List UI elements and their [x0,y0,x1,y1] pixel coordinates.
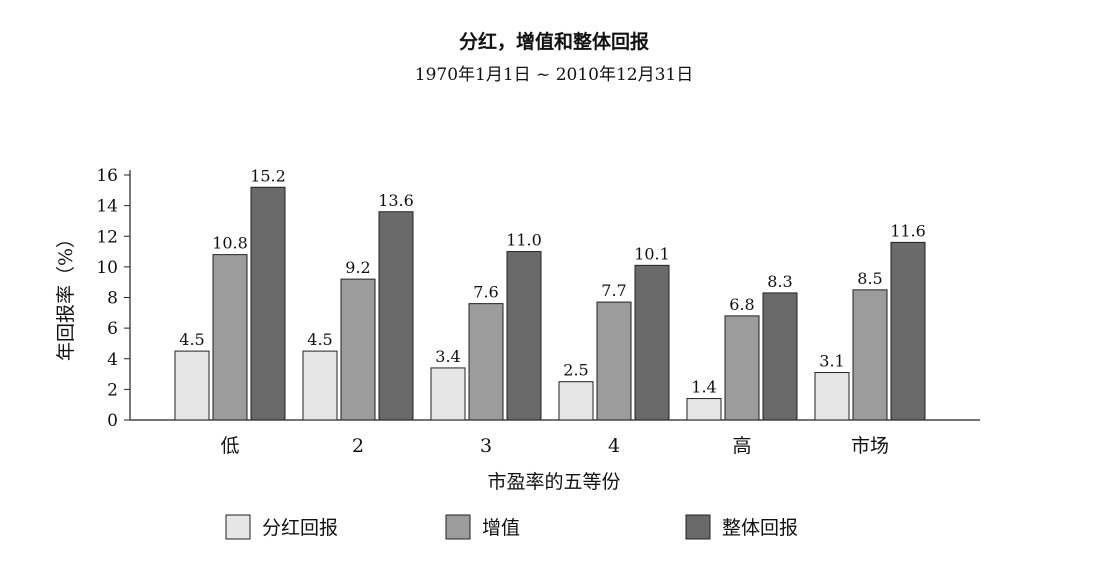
bar-value-label: 13.6 [378,191,414,210]
x-tick-label: 3 [480,435,492,457]
y-tick-label: 6 [107,319,118,339]
x-tick-label: 2 [352,435,364,457]
bar [596,301,632,421]
bar [686,398,722,421]
bar-value-label: 7.6 [473,283,498,302]
bar [430,367,466,421]
bar-value-label: 3.4 [435,347,460,366]
bar-value-label: 3.1 [819,352,844,371]
legend-label: 整体回报 [722,517,798,539]
bar [250,186,286,421]
bar-value-label: 15.2 [250,166,286,185]
bar [340,278,376,421]
bar [468,303,504,421]
legend: 分红回报 增值 整体回报 [225,514,798,540]
legend-label: 分红回报 [262,517,338,539]
bar [302,350,338,421]
bar [506,251,542,421]
bar [890,241,926,421]
x-tick-label: 高 [732,435,751,457]
y-axis-ticks: 0 2 4 6 8 10 12 14 16 [96,166,130,431]
bar-value-label: 7.7 [601,281,626,300]
bar-value-label: 11.0 [506,231,542,250]
y-tick-label: 10 [96,258,118,278]
x-tick-label: 低 [220,435,239,457]
bar-value-label: 8.3 [767,272,792,291]
y-tick-label: 2 [107,380,118,400]
bar-value-label: 10.1 [634,244,670,263]
chart-title: 分红，增值和整体回报 [459,30,649,53]
bar-value-label: 6.8 [729,295,754,314]
y-tick-label: 4 [107,350,118,370]
x-axis-label: 市盈率的五等份 [487,471,620,493]
bar-value-label: 11.6 [890,221,926,240]
bar-value-label: 4.5 [179,330,204,349]
bar [558,381,594,421]
x-axis-ticks: 低 2 3 4 高 市场 [220,435,889,457]
y-tick-label: 0 [107,411,118,431]
bar-value-label: 9.2 [345,258,370,277]
bar [378,211,414,421]
bar-value-label: 2.5 [563,361,588,380]
bar [814,372,850,421]
bars: 4.5 10.8 15.2 4.5 9.2 13.6 3.4 7.6 11.0 2.5 7.7 10.… [174,166,926,421]
y-tick-label: 8 [107,289,118,309]
y-tick-label: 14 [96,197,118,217]
bar [762,292,798,421]
x-tick-label: 4 [608,435,620,457]
bar-value-label: 10.8 [212,234,248,253]
bar [724,315,760,421]
legend-swatch [445,514,471,540]
bar [852,289,888,421]
chart-subtitle: 1970年1月1日 ~ 2010年12月31日 [415,65,693,85]
legend-label: 增值 [482,517,520,539]
bar-value-label: 4.5 [307,330,332,349]
bar [174,350,210,421]
y-tick-label: 16 [96,166,118,186]
x-tick-label: 市场 [851,435,889,457]
bar-value-label: 1.4 [691,378,716,397]
bar [212,254,248,421]
legend-swatch [685,514,711,540]
bar [634,264,670,421]
legend-swatch [225,514,251,540]
y-tick-label: 12 [96,227,118,247]
bar-value-label: 8.5 [857,269,882,288]
y-axis-label: 年回报率（%） [55,229,77,361]
